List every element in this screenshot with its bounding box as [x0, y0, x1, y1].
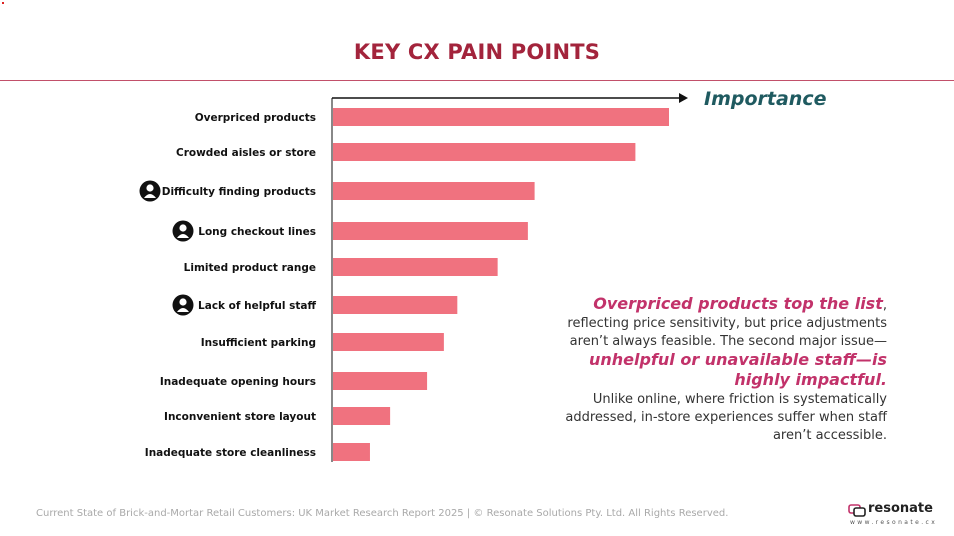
bar — [333, 143, 636, 161]
logo-url: www.resonate.cx — [850, 519, 938, 526]
category-label: Inadequate store cleanliness — [145, 447, 316, 459]
bar — [333, 372, 428, 390]
resonate-logo-icon — [848, 504, 866, 517]
bar — [333, 258, 498, 276]
callout-body-2: Unlike online, where friction is systema… — [565, 392, 887, 443]
category-label: Limited product range — [184, 262, 316, 274]
person-icon — [172, 294, 194, 316]
axis-label-importance: Importance — [704, 88, 827, 110]
bar — [333, 296, 458, 314]
bar — [333, 407, 391, 425]
callout-highlight-2: unhelpful or unavailable staff—is highly… — [588, 350, 887, 389]
person-icon — [172, 220, 194, 242]
resonate-logo[interactable]: resonate www.resonate.cx — [848, 501, 938, 531]
footer-text: Current State of Brick-and-Mortar Retail… — [36, 508, 729, 519]
x-axis-arrowhead — [679, 93, 688, 103]
bar — [333, 443, 370, 461]
category-label: Insufficient parking — [201, 337, 316, 349]
page-title: KEY CX PAIN POINTS — [353, 40, 601, 64]
category-label: Inconvenient store layout — [164, 411, 316, 423]
category-label: Long checkout lines — [198, 226, 316, 238]
bar — [333, 222, 528, 240]
person-icon — [139, 180, 161, 202]
bar — [333, 108, 669, 126]
callout-body-1: , reflecting price sensitivity, but pric… — [567, 298, 887, 349]
category-label: Overpriced products — [195, 112, 316, 124]
corner-mark — [2, 2, 4, 4]
category-label: Difficulty finding products — [162, 186, 316, 198]
category-label: Lack of helpful staff — [198, 300, 316, 312]
category-label: Inadequate opening hours — [160, 376, 316, 388]
category-label: Crowded aisles or store — [176, 147, 316, 159]
title-divider — [0, 80, 954, 81]
callout-text: Overpriced products top the list, reflec… — [535, 295, 887, 445]
bar — [333, 333, 444, 351]
callout-highlight-1: Overpriced products top the list — [593, 294, 883, 313]
bar — [333, 182, 535, 200]
logo-name: resonate — [868, 501, 933, 516]
